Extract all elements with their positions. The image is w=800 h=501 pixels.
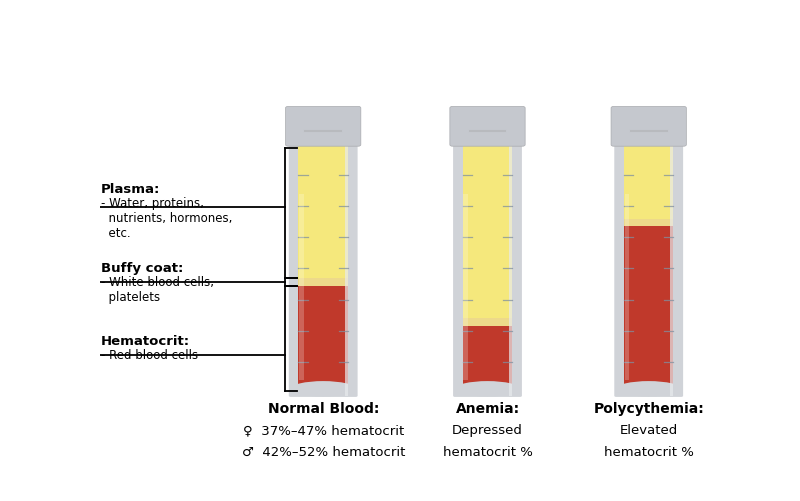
Bar xyxy=(462,144,512,318)
Bar xyxy=(624,144,674,219)
Text: Anemia:: Anemia: xyxy=(455,401,519,415)
Ellipse shape xyxy=(624,140,674,148)
Text: hematocrit %: hematocrit % xyxy=(604,446,694,459)
Bar xyxy=(512,143,520,396)
Bar xyxy=(298,144,348,279)
Bar xyxy=(299,194,303,380)
Bar xyxy=(670,143,674,396)
Bar xyxy=(625,194,629,380)
FancyBboxPatch shape xyxy=(450,106,525,146)
Ellipse shape xyxy=(462,382,512,394)
Bar xyxy=(616,143,624,396)
Ellipse shape xyxy=(624,382,674,394)
Bar xyxy=(455,143,462,396)
Ellipse shape xyxy=(616,381,682,396)
Text: Normal Blood:: Normal Blood: xyxy=(267,401,379,415)
Ellipse shape xyxy=(462,140,512,148)
Text: ♀  37%–47% hematocrit: ♀ 37%–47% hematocrit xyxy=(242,424,404,437)
Text: Elevated: Elevated xyxy=(619,424,678,437)
Text: - Red blood cells: - Red blood cells xyxy=(101,349,198,362)
FancyBboxPatch shape xyxy=(611,106,686,146)
Text: ♂  42%–52% hematocrit: ♂ 42%–52% hematocrit xyxy=(242,446,405,459)
Ellipse shape xyxy=(290,381,356,396)
Text: Hematocrit:: Hematocrit: xyxy=(101,335,190,348)
Bar xyxy=(624,143,674,393)
Bar xyxy=(674,143,682,396)
Ellipse shape xyxy=(455,381,520,396)
Bar xyxy=(298,279,348,286)
Text: - White blood cells,
  platelets: - White blood cells, platelets xyxy=(101,277,214,304)
Ellipse shape xyxy=(298,140,348,148)
FancyBboxPatch shape xyxy=(289,142,358,397)
Bar xyxy=(290,143,298,396)
Bar xyxy=(624,219,674,226)
FancyBboxPatch shape xyxy=(614,142,683,397)
Text: Polycythemia:: Polycythemia: xyxy=(594,401,704,415)
Text: Depressed: Depressed xyxy=(452,424,523,437)
Ellipse shape xyxy=(298,382,348,394)
Bar xyxy=(462,143,512,393)
Bar xyxy=(298,286,348,393)
Text: hematocrit %: hematocrit % xyxy=(442,446,533,459)
Bar xyxy=(462,326,512,393)
Bar xyxy=(462,318,512,326)
Bar xyxy=(624,226,674,393)
Bar xyxy=(509,143,512,396)
Bar xyxy=(463,194,468,380)
Bar xyxy=(345,143,348,396)
Bar xyxy=(348,143,356,396)
Text: Plasma:: Plasma: xyxy=(101,183,160,196)
FancyBboxPatch shape xyxy=(286,106,361,146)
Bar xyxy=(298,143,348,393)
FancyBboxPatch shape xyxy=(453,142,522,397)
Text: - Water, proteins,
  nutrients, hormones,
  etc.: - Water, proteins, nutrients, hormones, … xyxy=(101,197,232,240)
Text: Buffy coat:: Buffy coat: xyxy=(101,262,183,275)
